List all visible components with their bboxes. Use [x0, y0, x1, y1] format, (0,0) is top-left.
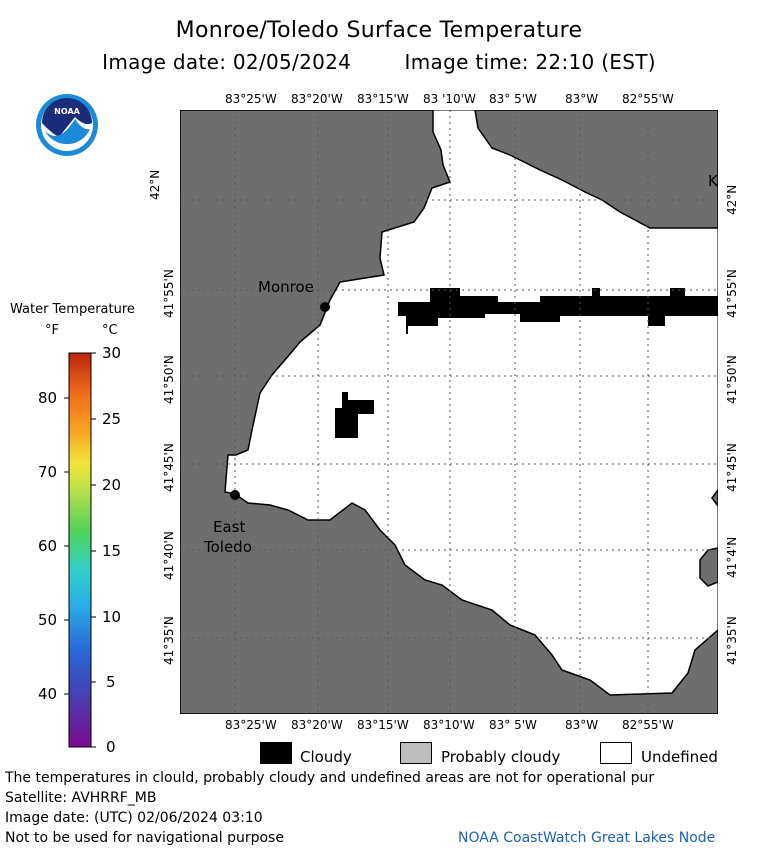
- lon-top-3: 83°15'W: [357, 92, 409, 106]
- c-label-10: 10: [102, 608, 122, 626]
- lon-bottom-3: 83°15'W: [357, 718, 409, 732]
- image-date: Image date: 02/05/2024: [102, 50, 352, 74]
- colorbar-title: Water Temperature: [10, 302, 135, 317]
- lon-bottom-1: 83°25'W: [225, 718, 277, 732]
- east-toledo-marker: [230, 490, 240, 500]
- graticule: [180, 110, 718, 714]
- c-label-20: 20: [102, 476, 122, 494]
- cloud-patch: [335, 392, 374, 438]
- f-label-40: 40: [38, 685, 58, 703]
- island-east-edge: [711, 488, 718, 508]
- c-label-0: 0: [106, 738, 116, 756]
- lat-left-6: 41°35'N: [162, 616, 176, 665]
- lon-bottom-4: 83°10'W: [423, 718, 475, 732]
- lon-bottom-2: 83°20'W: [291, 718, 343, 732]
- legend-probably-cloudy-label: Probably cloudy: [441, 748, 561, 766]
- noaa-logo: NOAA: [36, 94, 98, 156]
- lat-right-4: 41°45'N: [725, 443, 739, 492]
- edge-place-letter: K: [708, 172, 718, 190]
- lon-top-2: 83°20'W: [291, 92, 343, 106]
- f-label-80: 80: [38, 389, 58, 407]
- lon-bottom-7: 82°55'W: [622, 718, 674, 732]
- lon-top-1: 83°25'W: [225, 92, 277, 106]
- lon-bottom-5: 83° 5'W: [489, 718, 537, 732]
- lat-right-2: 41°55'N: [725, 269, 739, 318]
- land-mass-northeast: [474, 110, 718, 229]
- footer-utc-date: Image date: (UTC) 02/06/2024 03:10: [5, 810, 263, 826]
- footer-nav-warning: Not to be used for navigational purpose: [5, 830, 284, 846]
- colorbar-gradient: [68, 352, 92, 748]
- surface-temperature-map: [180, 110, 718, 714]
- lat-right-6: 41°35'N: [725, 616, 739, 665]
- lat-right-1: 42°N: [725, 184, 739, 215]
- c-label-15: 15: [102, 542, 122, 560]
- map-title: Monroe/Toledo Surface Temperature: [175, 18, 583, 43]
- lat-right-3: 41°50'N: [725, 355, 739, 404]
- east-toledo-label-2: Toledo: [204, 538, 252, 556]
- monroe-marker: [320, 302, 330, 312]
- lat-left-1: 42°N: [148, 169, 162, 200]
- unit-fahrenheit: °F: [45, 323, 59, 338]
- lat-left-5: 41°40'N: [162, 531, 176, 580]
- lat-left-2: 41°55'N: [162, 269, 176, 318]
- temperature-colorbar: [64, 352, 96, 748]
- lat-left-3: 41°50'N: [162, 355, 176, 404]
- legend-cloudy-swatch: [260, 742, 292, 764]
- c-label-5: 5: [106, 673, 116, 691]
- lon-top-6: 83°W: [565, 92, 599, 106]
- monroe-label: Monroe: [258, 278, 314, 296]
- legend-probably-cloudy-swatch: [400, 742, 432, 764]
- c-label-25: 25: [102, 410, 122, 428]
- legend-undefined-label: Undefined: [641, 748, 718, 766]
- f-label-70: 70: [38, 463, 58, 481]
- lon-top-5: 83° 5'W: [489, 92, 537, 106]
- lon-top-7: 82°55'W: [622, 92, 674, 106]
- footer-disclaimer: The temperatures in clould, probably clo…: [5, 770, 655, 786]
- lat-left-4: 41°45'N: [162, 443, 176, 492]
- c-label-30: 30: [102, 344, 122, 362]
- footer-satellite: Satellite: AVHRRF_MB: [5, 790, 157, 806]
- land-mass-southwest: [180, 110, 718, 714]
- cloud-band: [398, 288, 718, 334]
- unit-celsius: °C: [102, 323, 118, 338]
- lon-bottom-6: 83°W: [565, 718, 599, 732]
- noaa-logo-text: NOAA: [54, 107, 80, 116]
- lat-right-5: 41°4'N: [725, 536, 739, 578]
- footer-credit: NOAA CoastWatch Great Lakes Node: [458, 830, 716, 846]
- east-toledo-label-1: East: [213, 518, 246, 536]
- legend-undefined-swatch: [600, 742, 632, 764]
- f-label-50: 50: [38, 611, 58, 629]
- lon-top-4: 83 '10'W: [423, 92, 476, 106]
- image-time: Image time: 22:10 (EST): [404, 50, 656, 74]
- image-date-time: Image date: 02/05/2024 Image time: 22:10…: [0, 50, 758, 74]
- legend-cloudy-label: Cloudy: [300, 748, 352, 766]
- f-label-60: 60: [38, 537, 58, 555]
